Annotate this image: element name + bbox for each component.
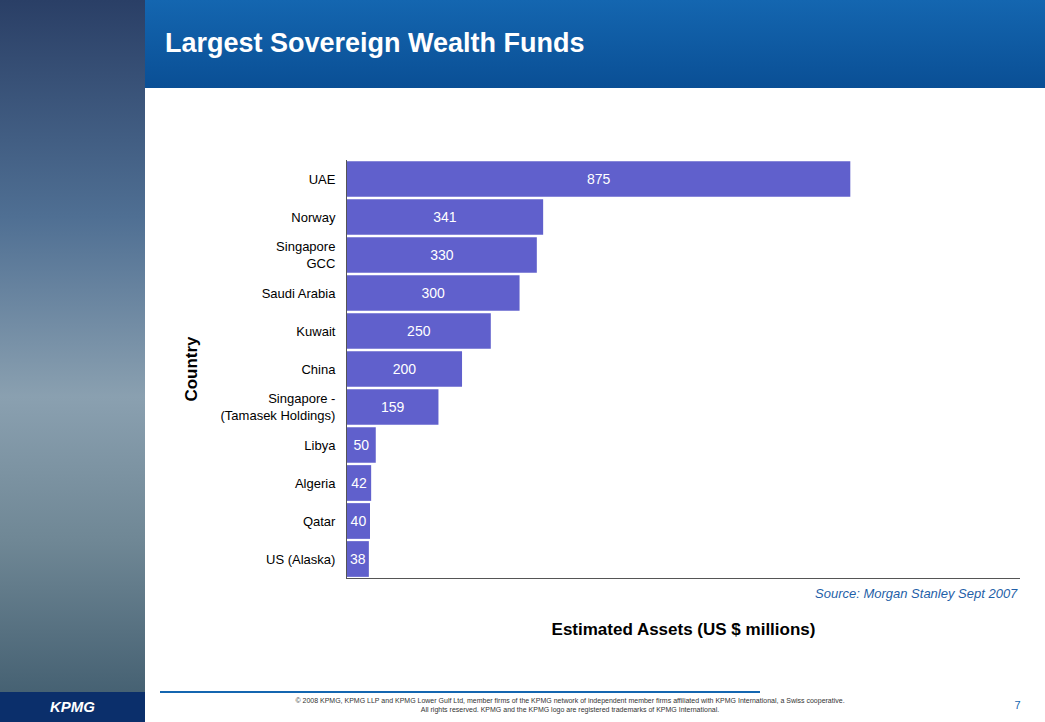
svg-text:Qatar: Qatar xyxy=(303,514,336,529)
svg-text:159: 159 xyxy=(381,399,405,415)
svg-text:341: 341 xyxy=(433,209,457,225)
svg-text:Norway: Norway xyxy=(291,210,336,225)
svg-text:38: 38 xyxy=(350,551,366,567)
html-text:All rights reserved. KPMG and: All rights reserved. KPMG and the KPMG l… xyxy=(420,706,720,713)
svg-text:Estimated Assets (US $ million: Estimated Assets (US $ millions) xyxy=(552,620,816,639)
html-text:© 2008 KPMG, KPMG LLP and KPMG: © 2008 KPMG, KPMG LLP and KPMG Lower Gul… xyxy=(295,697,845,704)
svg-text:China: China xyxy=(301,362,336,377)
html-text:Largest Sovereign Wealth Funds: Largest Sovereign Wealth Funds xyxy=(165,28,585,58)
svg-text:300: 300 xyxy=(421,285,445,301)
svg-text:Kuwait: Kuwait xyxy=(296,324,335,339)
html-text:KPMG: KPMG xyxy=(50,698,95,715)
svg-text:250: 250 xyxy=(407,323,431,339)
svg-text:200: 200 xyxy=(393,361,417,377)
svg-text:SingaporeGCC: SingaporeGCC xyxy=(276,239,335,271)
svg-text:875: 875 xyxy=(587,171,611,187)
svg-text:42: 42 xyxy=(351,475,367,491)
svg-text:Libya: Libya xyxy=(304,438,336,453)
html-text:7: 7 xyxy=(1014,699,1021,711)
svg-text:Country: Country xyxy=(182,336,201,402)
svg-text:US (Alaska): US (Alaska) xyxy=(266,552,335,567)
svg-text:Saudi Arabia: Saudi Arabia xyxy=(262,286,336,301)
svg-text:Source: Morgan Stanley Sept 20: Source: Morgan Stanley Sept 2007 xyxy=(815,586,1018,601)
svg-text:40: 40 xyxy=(351,513,367,529)
svg-text:50: 50 xyxy=(353,437,369,453)
svg-text:Singapore -(Tamasek Holdings): Singapore -(Tamasek Holdings) xyxy=(221,391,336,423)
svg-text:UAE: UAE xyxy=(309,172,336,187)
svg-text:Algeria: Algeria xyxy=(295,476,336,491)
svg-text:330: 330 xyxy=(430,247,454,263)
